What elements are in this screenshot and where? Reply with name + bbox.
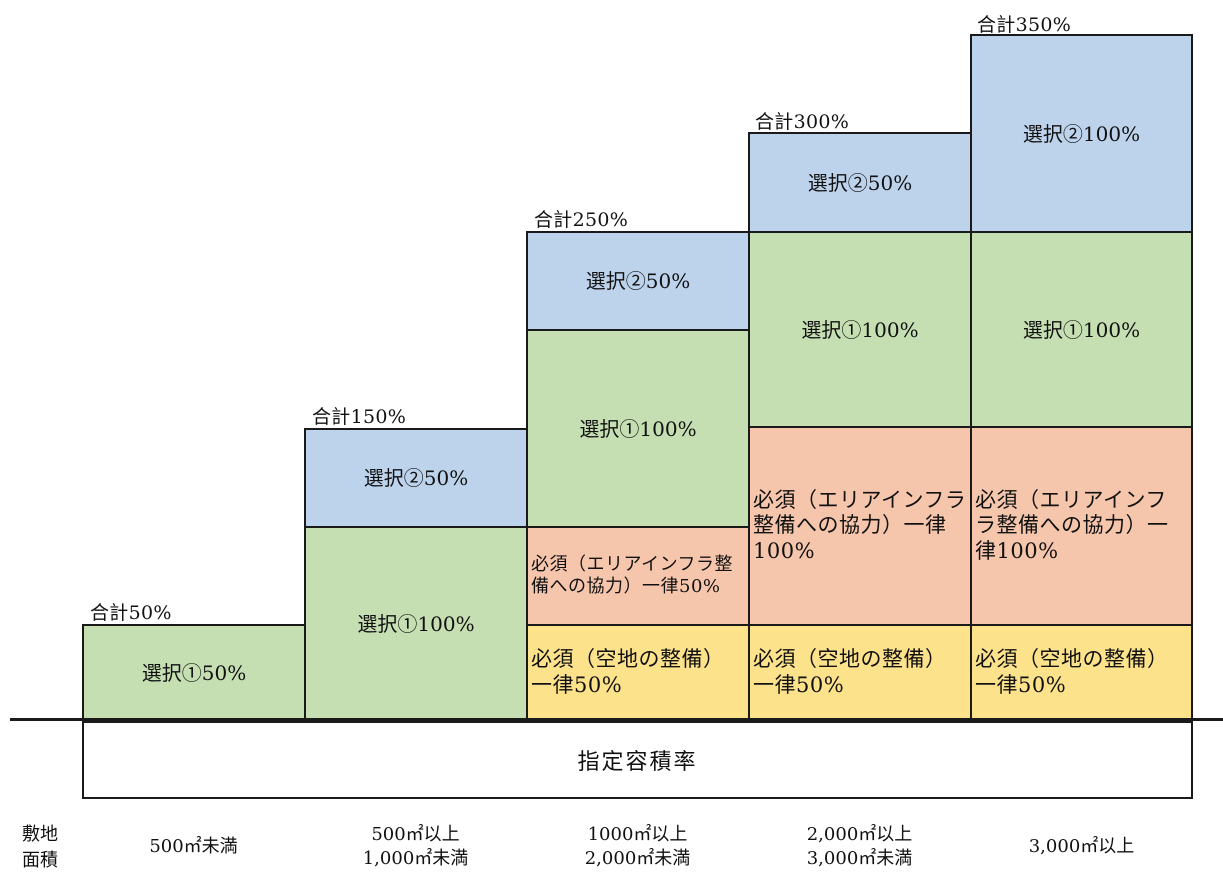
block-select1-100-col5: 選択①100% <box>970 231 1193 428</box>
block-select1-100-col3: 選択①100% <box>526 329 750 528</box>
site-area-col5: 3,000㎡以上 <box>971 818 1192 876</box>
site-area-col1: 500㎡未満 <box>83 818 304 876</box>
baseline-divider <box>10 718 1223 721</box>
site-area-col2-line2: 1,000㎡未満 <box>362 848 469 869</box>
site-area-col3: 1000㎡以上 2,000㎡未満 <box>527 818 748 876</box>
site-area-col4: 2,000㎡以上 3,000㎡未満 <box>749 818 970 876</box>
site-area-label-line1: 敷地 <box>22 824 58 845</box>
site-area-col3-line1: 1000㎡以上 <box>587 823 688 845</box>
block-select2-50-col4: 選択②50% <box>748 132 972 233</box>
site-area-col4-line1: 2,000㎡以上 <box>806 823 913 845</box>
block-infra-100-col5: 必須（エリアインフラ整備への協力）一律100% <box>970 426 1193 626</box>
site-area-col1-line1: 500㎡未満 <box>149 835 238 857</box>
block-select2-50-col3: 選択②50% <box>526 231 750 331</box>
block-select1-100-col2: 選択①100% <box>304 526 528 722</box>
site-area-col5-line1: 3,000㎡以上 <box>1028 835 1135 857</box>
block-select1-50-col1: 選択①50% <box>82 624 306 722</box>
site-area-col2: 500㎡以上 1,000㎡未満 <box>305 818 526 876</box>
site-area-col2-line1: 500㎡以上 <box>371 823 460 845</box>
block-open-space-50-col4: 必須（空地の整備）一律50% <box>748 624 972 722</box>
total-label-col1: 合計50% <box>90 602 172 624</box>
site-area-row-label: 敷地 面積 <box>22 822 58 874</box>
site-area-col3-line2: 2,000㎡未満 <box>584 848 691 869</box>
site-area-col4-line2: 3,000㎡未満 <box>806 848 913 869</box>
block-select1-100-col4: 選択①100% <box>748 231 972 428</box>
block-select2-50-col2: 選択②50% <box>304 428 528 528</box>
block-select2-100-col5: 選択②100% <box>970 34 1193 233</box>
total-label-col4: 合計300% <box>755 111 850 133</box>
total-label-col5: 合計350% <box>977 14 1072 36</box>
block-open-space-50-col5: 必須（空地の整備）一律50% <box>970 624 1193 722</box>
block-open-space-50-col3: 必須（空地の整備）一律50% <box>526 624 750 722</box>
total-label-col2: 合計150% <box>312 406 407 428</box>
base-floor-area-ratio-box: 指定容積率 <box>82 721 1193 799</box>
base-floor-area-ratio-label: 指定容積率 <box>577 750 698 775</box>
block-infra-50-col3: 必須（エリアインフラ整備への協力）一律50% <box>526 526 750 626</box>
block-infra-100-col4: 必須（エリアインフラ整備への協力）一律100% <box>748 426 972 626</box>
site-area-label-line2: 面積 <box>22 850 58 872</box>
total-label-col3: 合計250% <box>534 209 629 231</box>
